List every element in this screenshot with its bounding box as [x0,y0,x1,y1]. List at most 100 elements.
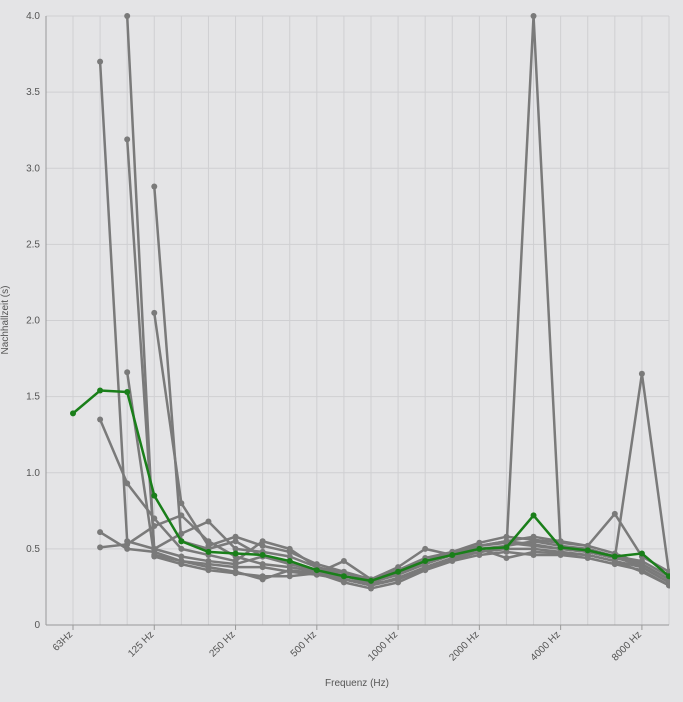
data-point [449,551,456,558]
data-point [638,558,645,565]
data-point [124,541,131,548]
data-point [97,58,104,65]
data-point [205,542,212,549]
data-point [611,510,618,517]
y-tick-label: 0.5 [26,544,40,555]
data-point [395,564,402,571]
data-point [151,183,158,190]
data-point [151,553,158,560]
data-point [97,529,104,536]
y-tick-label: 3.0 [26,163,40,174]
data-point [124,480,131,487]
data-point [503,544,510,551]
y-tick-label: 0 [34,620,40,631]
data-point [124,13,131,19]
data-point [611,558,618,565]
data-point [422,558,429,565]
data-point [584,551,591,558]
data-point [232,558,239,565]
x-tick-label: 2000 Hz [447,629,481,663]
data-point [395,568,402,575]
data-point [313,567,320,574]
y-tick-label: 3.5 [26,87,40,98]
data-point [124,136,131,143]
data-point [232,533,239,540]
y-tick-label: 1.5 [26,392,40,403]
data-point [178,500,185,507]
data-point [638,568,645,575]
data-point [97,387,104,394]
data-point [340,558,347,565]
data-point [476,545,483,552]
data-point [70,410,76,417]
data-point [286,553,293,560]
data-point [151,309,158,316]
data-point [178,561,185,568]
y-axis-label: Nachhallzeit (s) [0,286,11,355]
data-point [151,492,158,499]
data-point [286,573,293,580]
data-point [232,550,239,557]
data-point [205,567,212,574]
y-tick-label: 2.0 [26,316,40,327]
data-point [530,512,537,519]
data-point [395,574,402,581]
data-point [584,542,591,549]
data-point [259,573,266,580]
y-tick-label: 4.0 [26,11,40,22]
data-point [286,558,293,565]
data-point [178,538,185,545]
data-point [205,518,212,525]
x-tick-label: 4000 Hz [529,629,563,663]
x-tick-label: 125 Hz [126,629,156,659]
series-line [153,312,670,581]
x-tick-label: 8000 Hz [610,629,644,663]
data-point [286,564,293,571]
data-point [259,542,266,549]
data-point [340,573,347,580]
data-point [232,538,239,545]
data-point [584,547,591,554]
data-point [259,551,266,558]
data-point [503,555,510,562]
data-point [638,370,645,377]
data-point [151,523,158,530]
data-point [178,553,185,560]
data-point [638,564,645,571]
data-point [124,389,131,396]
data-point [530,541,537,548]
x-tick-label: 500 Hz [289,629,319,659]
data-point [259,561,266,568]
series-line [99,531,670,590]
data-point [666,573,670,580]
data-point [97,544,104,551]
data-point [205,548,212,555]
data-point [97,416,104,423]
data-point [232,564,239,571]
data-point [557,550,564,557]
x-tick-label: 1000 Hz [366,629,400,663]
data-point [666,582,670,589]
data-point [259,538,266,545]
plot-area [70,13,670,592]
data-point [422,545,429,552]
data-point [503,533,510,540]
data-point [286,545,293,552]
data-point [205,538,212,545]
data-point [503,538,510,545]
data-point [124,369,131,376]
data-point [178,545,185,552]
x-tick-label: 250 Hz [207,629,237,659]
data-point [530,536,537,543]
data-point [368,577,374,584]
data-point [638,550,645,557]
data-point [368,582,374,589]
x-tick-label: 63Hz [51,629,75,653]
series-line [98,61,670,586]
y-tick-label: 2.5 [26,239,40,250]
data-point [151,515,158,522]
data-point [178,512,185,519]
data-point [124,545,131,552]
data-point [557,544,564,551]
